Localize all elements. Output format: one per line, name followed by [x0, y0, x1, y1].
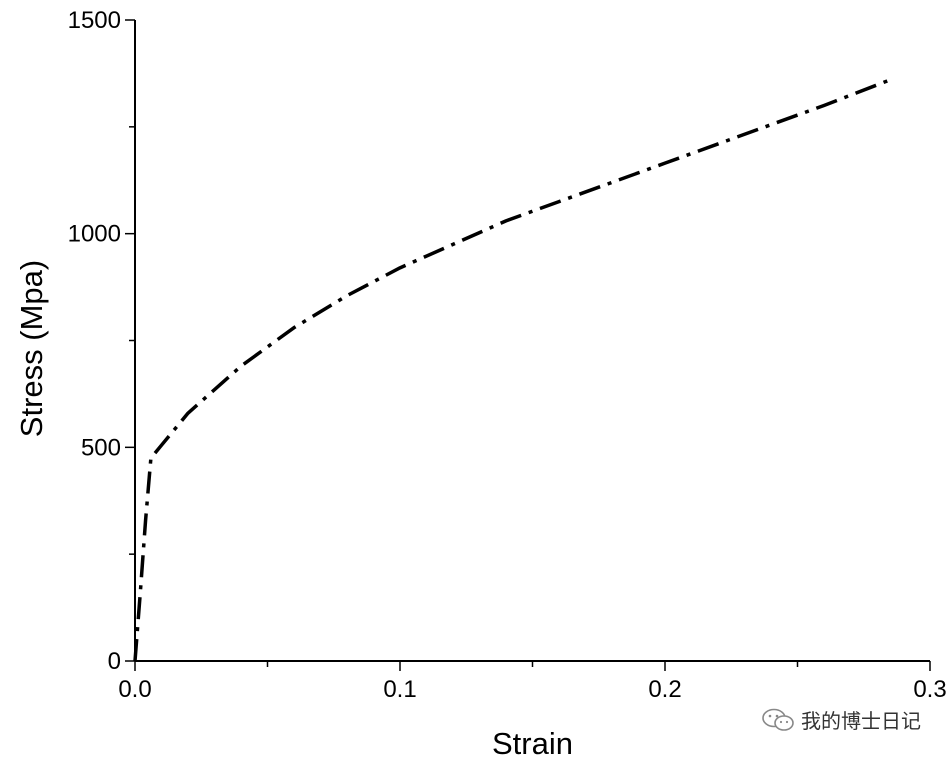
plot-area	[133, 78, 891, 662]
tick-labels: 0.0 0.1 0.2 0.3 0 500 1000 1500	[68, 7, 947, 703]
x-tick-label: 0.2	[648, 676, 681, 703]
series-line	[133, 78, 891, 662]
x-axis-title: Strain	[492, 726, 573, 761]
y-tick-label: 1500	[68, 7, 121, 34]
x-tick-label: 0.3	[913, 676, 946, 703]
y-tick-label: 0	[108, 648, 121, 675]
watermark-text: 我的博士日记	[801, 709, 921, 733]
tick-marks	[125, 19, 931, 671]
x-tick-label: 0.0	[118, 676, 151, 703]
y-tick-label: 500	[81, 434, 121, 461]
x-tick-label: 0.1	[383, 676, 416, 703]
wechat-icon	[762, 708, 794, 731]
axes	[134, 20, 930, 662]
watermark: 我的博士日记	[761, 705, 921, 734]
y-axis-title: Stress (Mpa)	[14, 260, 49, 437]
y-tick-label: 1000	[68, 221, 121, 248]
